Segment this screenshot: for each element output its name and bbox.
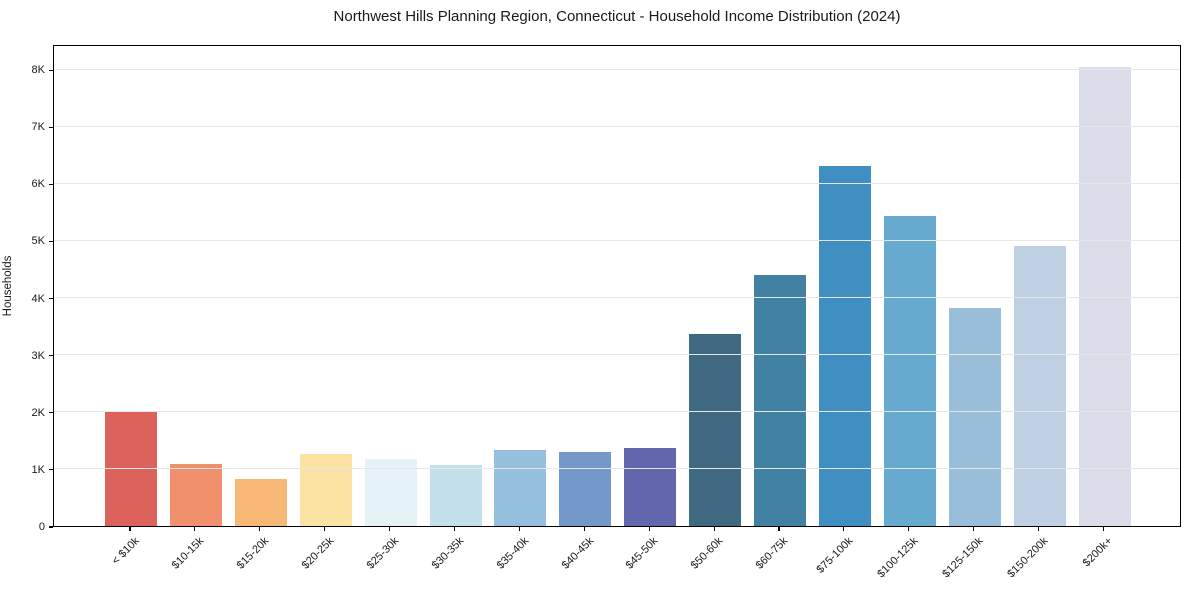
y-tick-mark	[49, 183, 53, 185]
x-tick-label-45-50k: $45-50k	[624, 535, 661, 572]
x-tick-mark	[843, 527, 845, 531]
gridline-6K	[54, 182, 1180, 184]
y-tick-label-6K: 6K	[31, 178, 45, 191]
x-tick-mark	[194, 527, 196, 531]
y-tick-mark	[49, 126, 53, 128]
x-tick-mark	[129, 527, 131, 531]
gridline-2K	[54, 411, 1180, 413]
y-tick-label-7K: 7K	[31, 121, 45, 134]
bar-40-45k	[559, 451, 612, 526]
x-tick-mark	[973, 527, 975, 531]
x-tick-label-20-25k: $20-25k	[299, 535, 337, 572]
gridline-4K	[54, 297, 1180, 299]
x-tick-label-75-100k: $75-100k	[814, 535, 856, 576]
x-tick-mark	[389, 527, 391, 531]
x-tick-mark	[583, 527, 585, 531]
y-tick-label-8K: 8K	[31, 64, 45, 77]
y-tick-mark	[49, 240, 53, 243]
chart-title: Northwest Hills Planning Region, Connect…	[333, 8, 901, 25]
y-tick-label-4K: 4K	[31, 292, 45, 305]
x-tick-label-40-45k: $40-45k	[559, 535, 596, 572]
bar-125-150k	[948, 307, 1001, 526]
gridline-5K	[54, 239, 1180, 241]
y-tick-label-2K: 2K	[31, 406, 45, 419]
gridline-7K	[54, 125, 1180, 127]
x-tick-label-100-125k: $100-125k	[875, 535, 921, 581]
y-tick-mark	[49, 69, 53, 71]
x-tick-label-30-35k: $30-35k	[429, 535, 466, 572]
bar-25-30k	[364, 459, 417, 526]
bar-200k+	[1078, 66, 1131, 526]
x-tick-label-150-200k: $150-200k	[1004, 535, 1051, 581]
bar-10-15k	[169, 463, 222, 526]
bar-15-20k	[234, 479, 287, 526]
bar-10k	[105, 411, 157, 526]
x-tick-label-50-60k: $50-60k	[688, 535, 726, 572]
bar-20-25k	[299, 454, 352, 526]
bar-50-60k	[689, 333, 742, 526]
x-tick-label-10-15k: $10-15k	[169, 535, 207, 572]
y-axis-label: Households	[2, 255, 14, 317]
bar-75-100k	[818, 166, 871, 526]
y-tick-label-1K: 1K	[31, 463, 45, 476]
x-tick-mark	[259, 527, 261, 531]
x-tick-mark	[1038, 527, 1040, 531]
x-tick-mark	[324, 527, 326, 531]
x-tick-label-60-75k: $60-75k	[753, 535, 791, 572]
gridline-1K	[54, 468, 1180, 470]
x-tick-label-10k: < $10k	[109, 535, 142, 568]
x-tick-label-35-40k: $35-40k	[494, 535, 531, 572]
plot-area	[53, 45, 1181, 527]
y-tick-mark	[49, 355, 53, 357]
y-tick-mark	[49, 469, 53, 471]
bar-30-35k	[429, 464, 482, 526]
x-tick-label-15-20k: $15-20k	[234, 535, 272, 572]
y-tick-label-3K: 3K	[31, 349, 45, 362]
y-tick-label-0: 0	[38, 521, 45, 533]
x-tick-label-125-150k: $125-150k	[939, 535, 986, 581]
x-tick-label-25-30k: $25-30k	[364, 535, 402, 572]
bar-45-50k	[624, 447, 677, 526]
x-tick-mark	[1102, 527, 1105, 531]
bar-100-125k	[883, 215, 936, 526]
y-tick-mark	[49, 412, 53, 414]
x-tick-mark	[908, 527, 910, 531]
x-tick-mark	[453, 527, 456, 531]
x-tick-mark	[713, 527, 715, 531]
x-tick-label-200k+: $200k+	[1080, 535, 1115, 570]
x-tick-mark	[518, 527, 520, 531]
bar-150-200k	[1013, 246, 1066, 526]
x-tick-mark	[778, 527, 780, 531]
gridline-3K	[54, 354, 1180, 356]
x-tick-mark	[648, 527, 650, 531]
y-tick-mark	[49, 526, 53, 528]
bar-35-40k	[494, 450, 547, 526]
y-tick-mark	[49, 297, 53, 300]
bar-60-75k	[754, 274, 806, 526]
gridline-8K	[54, 68, 1180, 70]
y-tick-label-5K: 5K	[31, 235, 45, 248]
